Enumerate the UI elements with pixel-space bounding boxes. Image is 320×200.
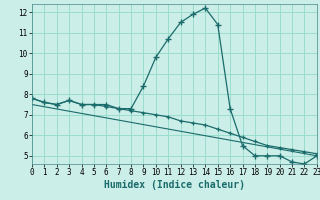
X-axis label: Humidex (Indice chaleur): Humidex (Indice chaleur)	[104, 180, 245, 190]
